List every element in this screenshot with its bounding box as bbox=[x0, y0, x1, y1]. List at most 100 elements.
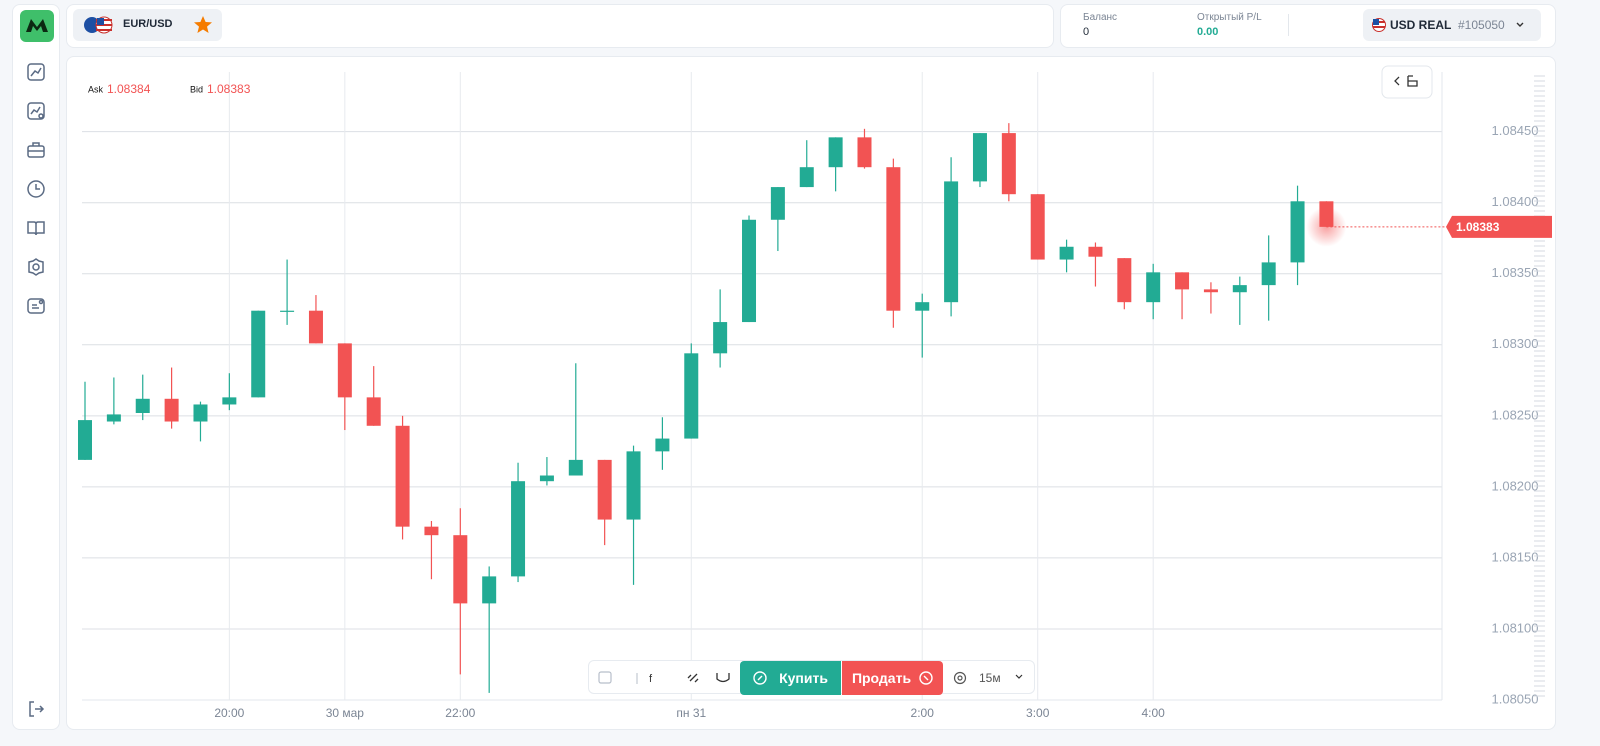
candle-body bbox=[1290, 201, 1305, 263]
ask-label: Ask bbox=[88, 84, 104, 94]
x-tick-label: 20:00 bbox=[214, 706, 244, 720]
y-tick-label: 1.08100 bbox=[1492, 620, 1539, 635]
favorite-star[interactable] bbox=[193, 15, 213, 35]
x-tick-label: 30 мар bbox=[326, 706, 365, 720]
candle-body bbox=[1261, 262, 1276, 286]
collapse-button[interactable] bbox=[1381, 65, 1433, 99]
balance-value: 0 bbox=[1083, 26, 1090, 38]
dropdown-arrow bbox=[1516, 22, 1524, 27]
candle-body bbox=[337, 343, 352, 398]
y-tick-label: 1.08450 bbox=[1492, 123, 1539, 138]
candle-body bbox=[626, 451, 641, 520]
candle-body bbox=[222, 397, 237, 405]
nav-learn[interactable] bbox=[26, 218, 46, 238]
x-tick-label: 3:00 bbox=[1026, 706, 1050, 720]
candle-body bbox=[1175, 272, 1190, 290]
logo[interactable] bbox=[20, 10, 54, 42]
candle-body bbox=[568, 459, 583, 476]
sell-button[interactable]: Продать bbox=[842, 661, 943, 695]
x-tick-label: 4:00 bbox=[1142, 706, 1166, 720]
account-currency: USD REAL bbox=[1390, 18, 1452, 32]
candle-body bbox=[539, 475, 554, 482]
tool-icons[interactable]: f bbox=[597, 670, 737, 686]
nav-logout[interactable] bbox=[26, 699, 46, 719]
x-tick-label: 2:00 bbox=[911, 706, 935, 720]
symbol-tab[interactable]: EUR/USD bbox=[73, 9, 222, 41]
nav-chart[interactable] bbox=[26, 62, 46, 82]
candle-body bbox=[713, 322, 728, 354]
y-tick-label: 1.08350 bbox=[1492, 265, 1539, 280]
candle-body bbox=[106, 414, 121, 422]
candle-body bbox=[482, 576, 497, 604]
chart: 1.08050 1.08100 1.08150 1.08200 1.08250 1.083… bbox=[78, 65, 1552, 720]
timeframe-arrow bbox=[1015, 674, 1023, 679]
nav-settings[interactable] bbox=[26, 257, 46, 277]
buy-label: Купить bbox=[779, 670, 828, 686]
candle-body bbox=[193, 404, 208, 422]
candle-body bbox=[164, 398, 179, 422]
pl-value: 0.00 bbox=[1197, 26, 1219, 38]
svg-text:f: f bbox=[649, 673, 653, 685]
candle-body bbox=[1117, 258, 1132, 303]
balance-label: Баланс bbox=[1083, 12, 1118, 23]
candle-body bbox=[1088, 246, 1103, 257]
bid-value: 1.08383 bbox=[207, 82, 251, 96]
trade-toolbar: f Купить Продать 15м bbox=[588, 660, 1035, 695]
candle-body bbox=[1001, 133, 1016, 195]
candle-body bbox=[684, 353, 699, 439]
settings-icon[interactable] bbox=[953, 671, 967, 685]
y-tick-label: 1.08300 bbox=[1492, 336, 1539, 351]
buy-button[interactable]: Купить bbox=[740, 661, 841, 695]
x-tick-label: 22:00 bbox=[445, 706, 475, 720]
candle-body bbox=[1203, 289, 1218, 293]
candle-body bbox=[78, 420, 92, 460]
sell-icon bbox=[919, 671, 933, 685]
us-flag bbox=[1372, 18, 1386, 32]
nav-history[interactable] bbox=[26, 179, 46, 199]
nav-portfolio[interactable] bbox=[26, 140, 46, 160]
account-id: #105050 bbox=[1458, 18, 1505, 32]
candle-body bbox=[857, 137, 872, 168]
candle-body bbox=[135, 398, 150, 413]
candle-body bbox=[1059, 246, 1074, 260]
candle-body bbox=[655, 438, 670, 452]
nav-analytics[interactable] bbox=[26, 101, 46, 121]
ask-value: 1.08384 bbox=[107, 82, 151, 96]
symbol-bar bbox=[66, 4, 1054, 48]
candle-body bbox=[742, 219, 757, 323]
candle-body bbox=[424, 526, 439, 536]
pl-label: Открытый P/L bbox=[1197, 12, 1262, 23]
symbol-name: EUR/USD bbox=[123, 18, 173, 30]
buy-icon bbox=[753, 671, 767, 685]
candle-body bbox=[308, 310, 323, 344]
candle-body bbox=[799, 167, 814, 188]
sell-label: Продать bbox=[851, 670, 912, 686]
y-tick-label: 1.08150 bbox=[1492, 549, 1539, 564]
y-tick-label: 1.08050 bbox=[1492, 691, 1539, 706]
candle-body bbox=[280, 310, 295, 312]
y-tick-label: 1.08400 bbox=[1492, 194, 1539, 209]
candle-body bbox=[511, 481, 526, 577]
account-selector[interactable]: USD REAL #105050 bbox=[1363, 9, 1541, 41]
y-tick-label: 1.08250 bbox=[1492, 407, 1539, 422]
candle-body bbox=[1146, 272, 1161, 303]
candle-body bbox=[915, 302, 930, 311]
candle-body bbox=[828, 137, 843, 168]
x-tick-label: пн 31 bbox=[676, 706, 706, 720]
candle-body bbox=[453, 535, 468, 604]
candle-body bbox=[395, 425, 410, 527]
candle-body bbox=[366, 397, 381, 426]
candle-body bbox=[597, 459, 612, 520]
timeframe[interactable]: 15м bbox=[979, 671, 1001, 685]
candle-body bbox=[1030, 194, 1045, 260]
divider bbox=[1288, 14, 1289, 36]
candle-body bbox=[886, 167, 901, 311]
candle-body bbox=[1232, 285, 1247, 293]
y-tick-label: 1.08200 bbox=[1492, 478, 1539, 493]
flags bbox=[84, 16, 113, 34]
price-tag bbox=[1446, 215, 1552, 238]
nav-support[interactable] bbox=[26, 296, 46, 316]
plot: 1.08050 1.08100 1.08150 1.08200 1.08250 1.083… bbox=[78, 72, 1552, 720]
